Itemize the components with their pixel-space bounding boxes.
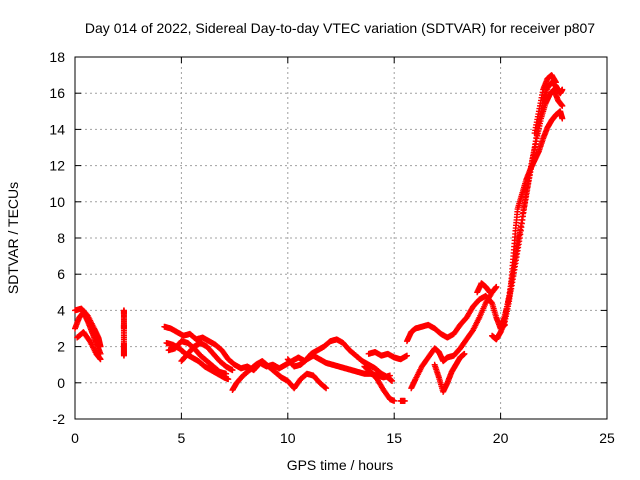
- x-tick-label: 25: [599, 430, 615, 446]
- y-tick-label: 6: [57, 266, 65, 282]
- y-tick-label: 18: [49, 49, 65, 65]
- series-trace-m: [397, 397, 408, 404]
- x-tick-label: 10: [280, 430, 296, 446]
- y-tick-label: 16: [49, 85, 65, 101]
- axis-ticks: [74, 56, 608, 420]
- y-tick-label: -2: [53, 411, 66, 427]
- y-tick-label: 8: [57, 230, 65, 246]
- series-trace-l: [361, 363, 398, 404]
- gridlines: [75, 57, 607, 419]
- plus-marker: [389, 377, 396, 384]
- plus-marker: [223, 370, 230, 377]
- series-trace-p: [431, 350, 468, 395]
- y-tick-label: 2: [57, 339, 65, 355]
- series-trace-k: [365, 349, 410, 363]
- series-trace-o: [408, 283, 500, 392]
- y-axis-label: SDTVAR / TECUs: [5, 182, 21, 294]
- series-trace-j: [284, 352, 393, 381]
- plus-marker: [559, 86, 566, 93]
- y-tick-label: 10: [49, 194, 65, 210]
- plus-marker: [386, 372, 393, 379]
- y-tick-labels: -2 0 2 4 6 8 10 12 14 16 18: [49, 49, 65, 427]
- series-trace-c: [74, 329, 104, 363]
- x-tick-label: 5: [178, 430, 186, 446]
- chart-title: Day 014 of 2022, Sidereal Day-to-day VTE…: [85, 20, 595, 36]
- y-tick-label: 14: [49, 121, 65, 137]
- plus-marker: [229, 367, 236, 374]
- series-trace-t: [499, 86, 566, 327]
- plus-marker: [97, 356, 104, 363]
- plus-marker: [120, 352, 127, 359]
- data-points: [72, 72, 566, 404]
- x-tick-labels: 0 5 10 15 20 25: [71, 430, 615, 446]
- series-trace-b: [72, 305, 104, 350]
- y-tick-label: 4: [57, 302, 65, 318]
- series-trace-q: [474, 280, 493, 296]
- series-trace-r: [489, 108, 566, 343]
- x-tick-label: 0: [71, 430, 79, 446]
- plus-marker: [461, 350, 468, 357]
- plus-marker: [552, 79, 559, 86]
- plus-marker: [486, 289, 493, 296]
- series-trace-h: [178, 339, 236, 374]
- plus-marker: [225, 376, 232, 383]
- series-trace-i: [229, 358, 330, 394]
- plus-marker: [323, 385, 330, 392]
- y-tick-label: 12: [49, 158, 65, 174]
- plus-marker: [97, 343, 104, 350]
- plus-marker: [403, 352, 410, 359]
- x-tick-label: 20: [493, 430, 509, 446]
- plus-marker: [559, 102, 566, 109]
- x-axis-label: GPS time / hours: [287, 457, 394, 473]
- series-trace-d: [120, 307, 127, 359]
- plus-marker: [559, 115, 566, 122]
- plus-marker: [391, 397, 398, 404]
- series-trace-u: [531, 72, 559, 137]
- plus-marker: [401, 397, 408, 404]
- x-tick-label: 15: [386, 430, 402, 446]
- y-tick-label: 0: [57, 375, 65, 391]
- plus-marker: [493, 283, 500, 290]
